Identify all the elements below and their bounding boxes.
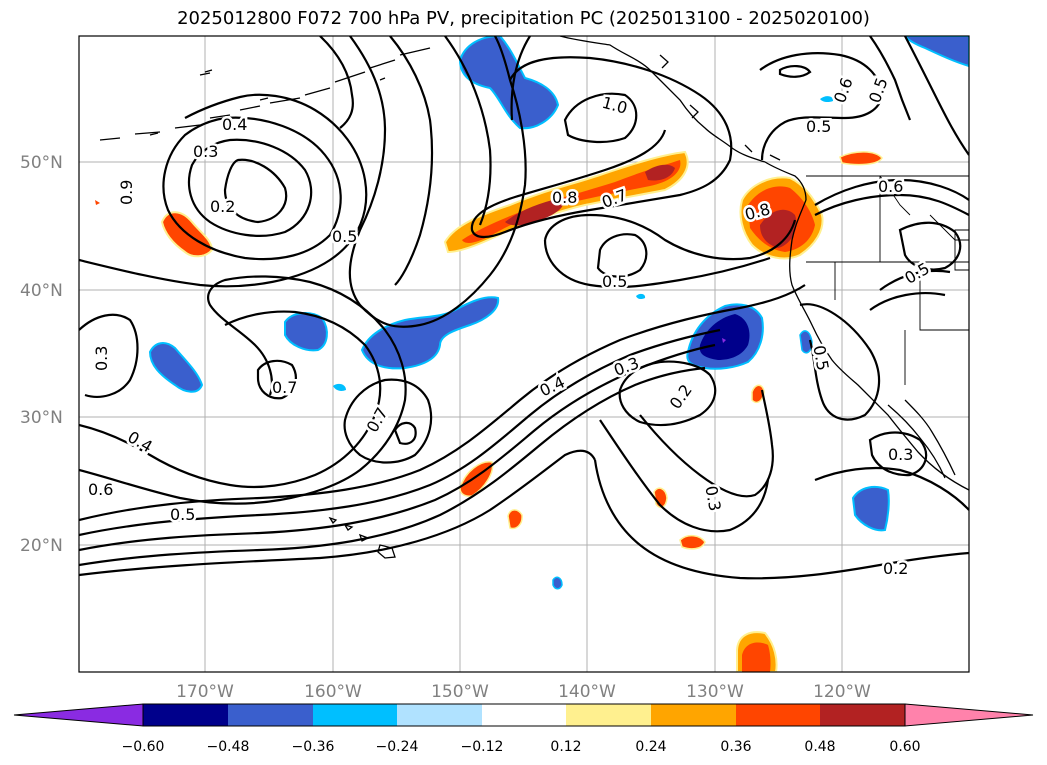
colorbar-swatch bbox=[736, 704, 820, 726]
contour-label: 0.6 bbox=[88, 480, 113, 499]
lon-label-140w: 140°W bbox=[558, 682, 616, 702]
lon-label-130w: 130°W bbox=[686, 682, 744, 702]
coastlines bbox=[99, 36, 969, 559]
contour-label: 0.4 bbox=[222, 115, 247, 134]
contour-label: 0.9 bbox=[117, 180, 136, 205]
colorbar-swatch bbox=[397, 704, 482, 726]
colorbar-tick: −0.48 bbox=[207, 739, 250, 755]
colorbar-tick: 0.36 bbox=[720, 739, 751, 755]
contour-label: 0.2 bbox=[210, 197, 235, 216]
contour-label: 0.3 bbox=[888, 445, 913, 464]
contour-label: 0.6 bbox=[878, 177, 903, 196]
colorbar-swatch bbox=[143, 704, 228, 726]
colorbar-tick: −0.12 bbox=[461, 739, 504, 755]
contour-label: 0.5 bbox=[332, 227, 357, 246]
colorbar: −0.60 −0.48 −0.36 −0.24 −0.12 0.12 0.24 … bbox=[13, 703, 1034, 755]
colorbar-swatch bbox=[566, 704, 651, 726]
colorbar-tick: −0.36 bbox=[292, 739, 335, 755]
lon-label-160w: 160°W bbox=[304, 682, 362, 702]
colorbar-swatch bbox=[820, 704, 905, 726]
lat-label-20n: 20°N bbox=[20, 536, 63, 556]
pv-contours bbox=[79, 36, 969, 580]
colorbar-swatch bbox=[313, 704, 397, 726]
lat-label-30n: 30°N bbox=[20, 408, 63, 428]
contour-label: 0.3 bbox=[92, 346, 111, 371]
longitude-labels: 170°W 160°W 150°W 140°W 130°W 120°W bbox=[176, 682, 871, 702]
colorbar-swatch bbox=[651, 704, 736, 726]
contour-label: 0.8 bbox=[552, 188, 577, 207]
colorbar-tick: −0.24 bbox=[376, 739, 419, 755]
colorbar-tick: 0.24 bbox=[635, 739, 666, 755]
lat-label-50n: 50°N bbox=[20, 153, 63, 173]
colorbar-swatch bbox=[228, 704, 313, 726]
contour-label: 0.5 bbox=[170, 505, 195, 524]
lat-label-40n: 40°N bbox=[20, 281, 63, 301]
map-frame bbox=[78, 35, 970, 673]
contour-label: 0.5 bbox=[602, 272, 627, 291]
map-panel bbox=[79, 36, 969, 672]
colorbar-extend-high bbox=[904, 703, 1034, 727]
lon-label-150w: 150°W bbox=[431, 682, 489, 702]
contour-label: 0.3 bbox=[193, 142, 218, 161]
colorbar-tick: 0.12 bbox=[550, 739, 581, 755]
contour-label: 0.2 bbox=[883, 559, 908, 578]
latitude-labels: 50°N 40°N 30°N 20°N bbox=[20, 153, 63, 556]
contour-label: 0.7 bbox=[272, 378, 297, 397]
colorbar-tick: 0.60 bbox=[889, 739, 920, 755]
figure-title: 2025012800 F072 700 hPa PV, precipitatio… bbox=[177, 8, 870, 29]
contour-label: 0.5 bbox=[806, 117, 831, 136]
colorbar-tick: 0.48 bbox=[804, 739, 835, 755]
lon-label-170w: 170°W bbox=[176, 682, 234, 702]
colorbar-extend-low bbox=[13, 703, 144, 727]
colorbar-swatch bbox=[482, 704, 566, 726]
lon-label-120w: 120°W bbox=[813, 682, 871, 702]
colorbar-tick: −0.60 bbox=[122, 739, 165, 755]
